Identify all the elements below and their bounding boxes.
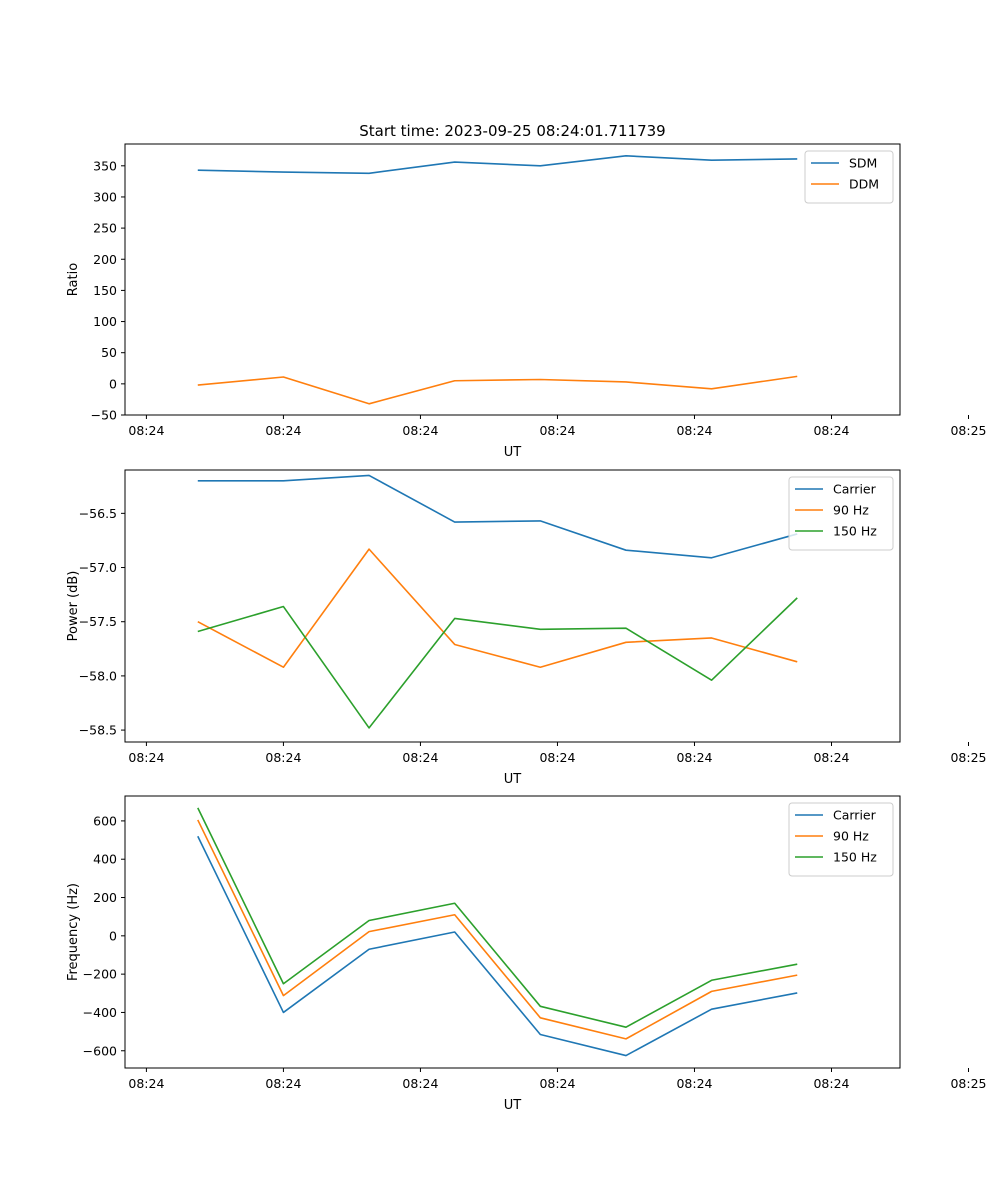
y-tick-label: 600 [93, 813, 117, 828]
x-axis-label: UT [504, 445, 522, 460]
legend-label: 150 Hz [833, 850, 877, 865]
legend: Carrier 90 Hz 150 Hz [788, 802, 894, 877]
subplot-1: 08:24 08:24 08:24 08:24 08:24 08:24 08:25 −50 0 5… [66, 143, 987, 460]
axes-frame [124, 795, 901, 1069]
y-tick-label: 250 [93, 221, 117, 236]
y-tick-label: 200 [93, 890, 117, 905]
x-tick-label: 08:25 [950, 423, 986, 438]
y-tick-label: 300 [93, 189, 117, 204]
y-tick-label: −400 [83, 1005, 117, 1020]
y-tick-label: 400 [93, 852, 117, 867]
x-tick-label: 08:25 [950, 750, 986, 765]
legend-label: DDM [849, 177, 879, 192]
axes-frame [124, 469, 901, 743]
series-line-ddm [197, 375, 798, 405]
x-tick-label: 08:24 [676, 423, 712, 438]
x-tick-label: 08:24 [265, 1076, 301, 1091]
series-line-90-hz [197, 819, 798, 1040]
series-line-90-hz [197, 548, 798, 669]
axes-frame [124, 143, 901, 416]
x-tick-label: 08:24 [128, 750, 164, 765]
x-tick-label: 08:24 [539, 1076, 575, 1091]
y-tick-label: 0 [109, 376, 117, 391]
y-axis-label: Frequency (Hz) [66, 883, 81, 981]
y-tick-label: 150 [93, 283, 117, 298]
x-tick-label: 08:24 [402, 750, 438, 765]
subplot-3: 08:24 08:24 08:24 08:24 08:24 08:24 08:25 −600 −… [66, 795, 987, 1113]
x-tick-label: 08:24 [402, 1076, 438, 1091]
x-tick-label: 08:24 [676, 1076, 712, 1091]
subplots: 08:24 08:24 08:24 08:24 08:24 08:24 08:25 −50 0 5… [66, 143, 987, 1113]
x-tick-label: 08:24 [539, 423, 575, 438]
x-tick-label: 08:24 [128, 423, 164, 438]
series-line-150-hz [197, 807, 798, 1028]
y-axis-label: Ratio [66, 263, 81, 296]
y-tick-label: 200 [93, 252, 117, 267]
y-tick-label: −56.5 [79, 506, 117, 521]
series-line-sdm [197, 155, 798, 175]
chart-title: Start time: 2023-09-25 08:24:01.711739 [359, 122, 665, 140]
x-tick-label: 08:24 [676, 750, 712, 765]
y-tick-label: 0 [109, 928, 117, 943]
x-tick-label: 08:24 [813, 750, 849, 765]
series-line-carrier [197, 835, 798, 1057]
legend-label: SDM [849, 156, 877, 171]
x-axis-label: UT [504, 772, 522, 787]
x-tick-label: 08:24 [265, 750, 301, 765]
x-tick-label: 08:25 [950, 1076, 986, 1091]
legend: Carrier 90 Hz 150 Hz [788, 476, 894, 551]
legend-label: Carrier [833, 808, 877, 823]
legend-frame [804, 150, 894, 204]
x-tick-label: 08:24 [813, 423, 849, 438]
y-tick-label: −58.0 [79, 668, 117, 683]
series-line-150-hz [197, 597, 798, 729]
y-tick-label: −50 [91, 408, 117, 423]
x-tick-label: 08:24 [402, 423, 438, 438]
y-tick-label: −57.0 [79, 560, 117, 575]
series-line-carrier [197, 474, 798, 559]
y-axis-label: Power (dB) [66, 571, 81, 642]
x-tick-label: 08:24 [128, 1076, 164, 1091]
legend-label: 90 Hz [833, 503, 869, 518]
legend-label: 90 Hz [833, 829, 869, 844]
legend: SDM DDM [804, 150, 894, 204]
y-tick-label: 50 [101, 345, 117, 360]
y-tick-label: −200 [83, 967, 117, 982]
subplot-2: 08:24 08:24 08:24 08:24 08:24 08:24 08:25 −58.5… [66, 469, 987, 787]
x-tick-label: 08:24 [813, 1076, 849, 1091]
y-tick-label: −58.5 [79, 723, 117, 738]
legend-label: 150 Hz [833, 524, 877, 539]
y-tick-label: 350 [93, 158, 117, 173]
legend-label: Carrier [833, 482, 877, 497]
y-tick-label: 100 [93, 314, 117, 329]
y-tick-label: −57.5 [79, 614, 117, 629]
y-tick-label: −600 [83, 1043, 117, 1058]
x-tick-label: 08:24 [265, 423, 301, 438]
x-tick-label: 08:24 [539, 750, 575, 765]
x-axis-label: UT [504, 1098, 522, 1113]
